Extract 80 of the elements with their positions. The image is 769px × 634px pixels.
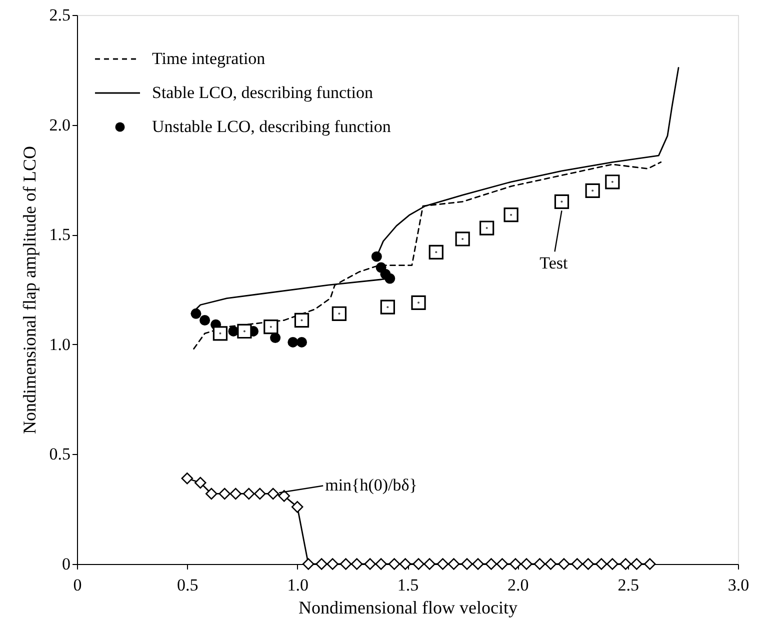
point [448, 558, 460, 570]
x-axis-title: Nondimensional flow velocity [298, 598, 518, 618]
point [230, 488, 242, 500]
point [364, 558, 376, 570]
point [455, 232, 470, 246]
legend-label: Stable LCO, describing function [152, 83, 374, 102]
y-axis-title: Nondimensional flap amplitude of LCO [19, 146, 40, 434]
point [582, 558, 594, 570]
point [270, 332, 281, 344]
point [375, 558, 387, 570]
point [194, 476, 206, 489]
point [181, 472, 194, 484]
x-tick-label: 1.0 [287, 576, 308, 594]
y-tick-label: 1.5 [49, 225, 70, 244]
point [218, 488, 231, 500]
point [520, 558, 532, 570]
point [291, 501, 304, 513]
legend-label: Time integration [152, 49, 266, 68]
point [278, 490, 290, 502]
annotation: Test [540, 254, 568, 273]
point [620, 558, 632, 570]
point [424, 558, 436, 570]
point [302, 558, 314, 570]
point [554, 194, 570, 209]
y-tick-label: 0.5 [49, 444, 70, 464]
point [428, 244, 444, 260]
point [200, 315, 210, 326]
point [436, 558, 449, 570]
point [237, 324, 252, 339]
x-tick-label: 0.5 [177, 576, 198, 594]
point [644, 558, 656, 570]
point [254, 488, 266, 500]
annotation: min{h(0)/bδ} [325, 476, 418, 495]
point [206, 488, 218, 500]
y-tick-label: 0 [62, 554, 70, 574]
point [388, 558, 400, 570]
point [461, 558, 473, 570]
point [544, 558, 557, 570]
point [212, 326, 228, 341]
point [558, 558, 570, 570]
point [371, 251, 382, 262]
x-tick-label: 3.0 [728, 576, 750, 594]
point [504, 208, 518, 222]
point [294, 312, 310, 328]
x-tick-label: 1.5 [397, 576, 419, 594]
point [332, 306, 347, 321]
point [399, 558, 412, 570]
point [606, 558, 618, 570]
point [340, 558, 352, 570]
x-tick-label: 2.5 [618, 576, 639, 594]
point [534, 558, 546, 570]
point [242, 488, 255, 500]
x-tick-label: 2.0 [508, 576, 529, 594]
point [326, 558, 338, 570]
point [485, 558, 498, 570]
point [571, 558, 584, 570]
point [472, 558, 484, 570]
point [296, 336, 307, 348]
y-tick-label: 2.0 [49, 115, 70, 134]
point [264, 320, 278, 334]
point [510, 558, 522, 570]
point [267, 488, 279, 500]
point [384, 273, 396, 284]
point [480, 220, 494, 236]
y-tick-label: 1.0 [49, 334, 70, 354]
point [411, 295, 426, 310]
y-tick-label: 2.5 [49, 6, 70, 24]
point [190, 308, 202, 319]
point [380, 300, 395, 314]
point [496, 558, 508, 570]
point [288, 336, 298, 348]
point [630, 558, 643, 570]
point [350, 558, 363, 570]
point [585, 183, 600, 198]
point [316, 558, 328, 570]
point [596, 558, 608, 570]
point [605, 174, 620, 190]
point [412, 558, 424, 570]
legend-label: Unstable LCO, describing function [152, 117, 392, 136]
x-tick-label: 0 [73, 576, 82, 594]
